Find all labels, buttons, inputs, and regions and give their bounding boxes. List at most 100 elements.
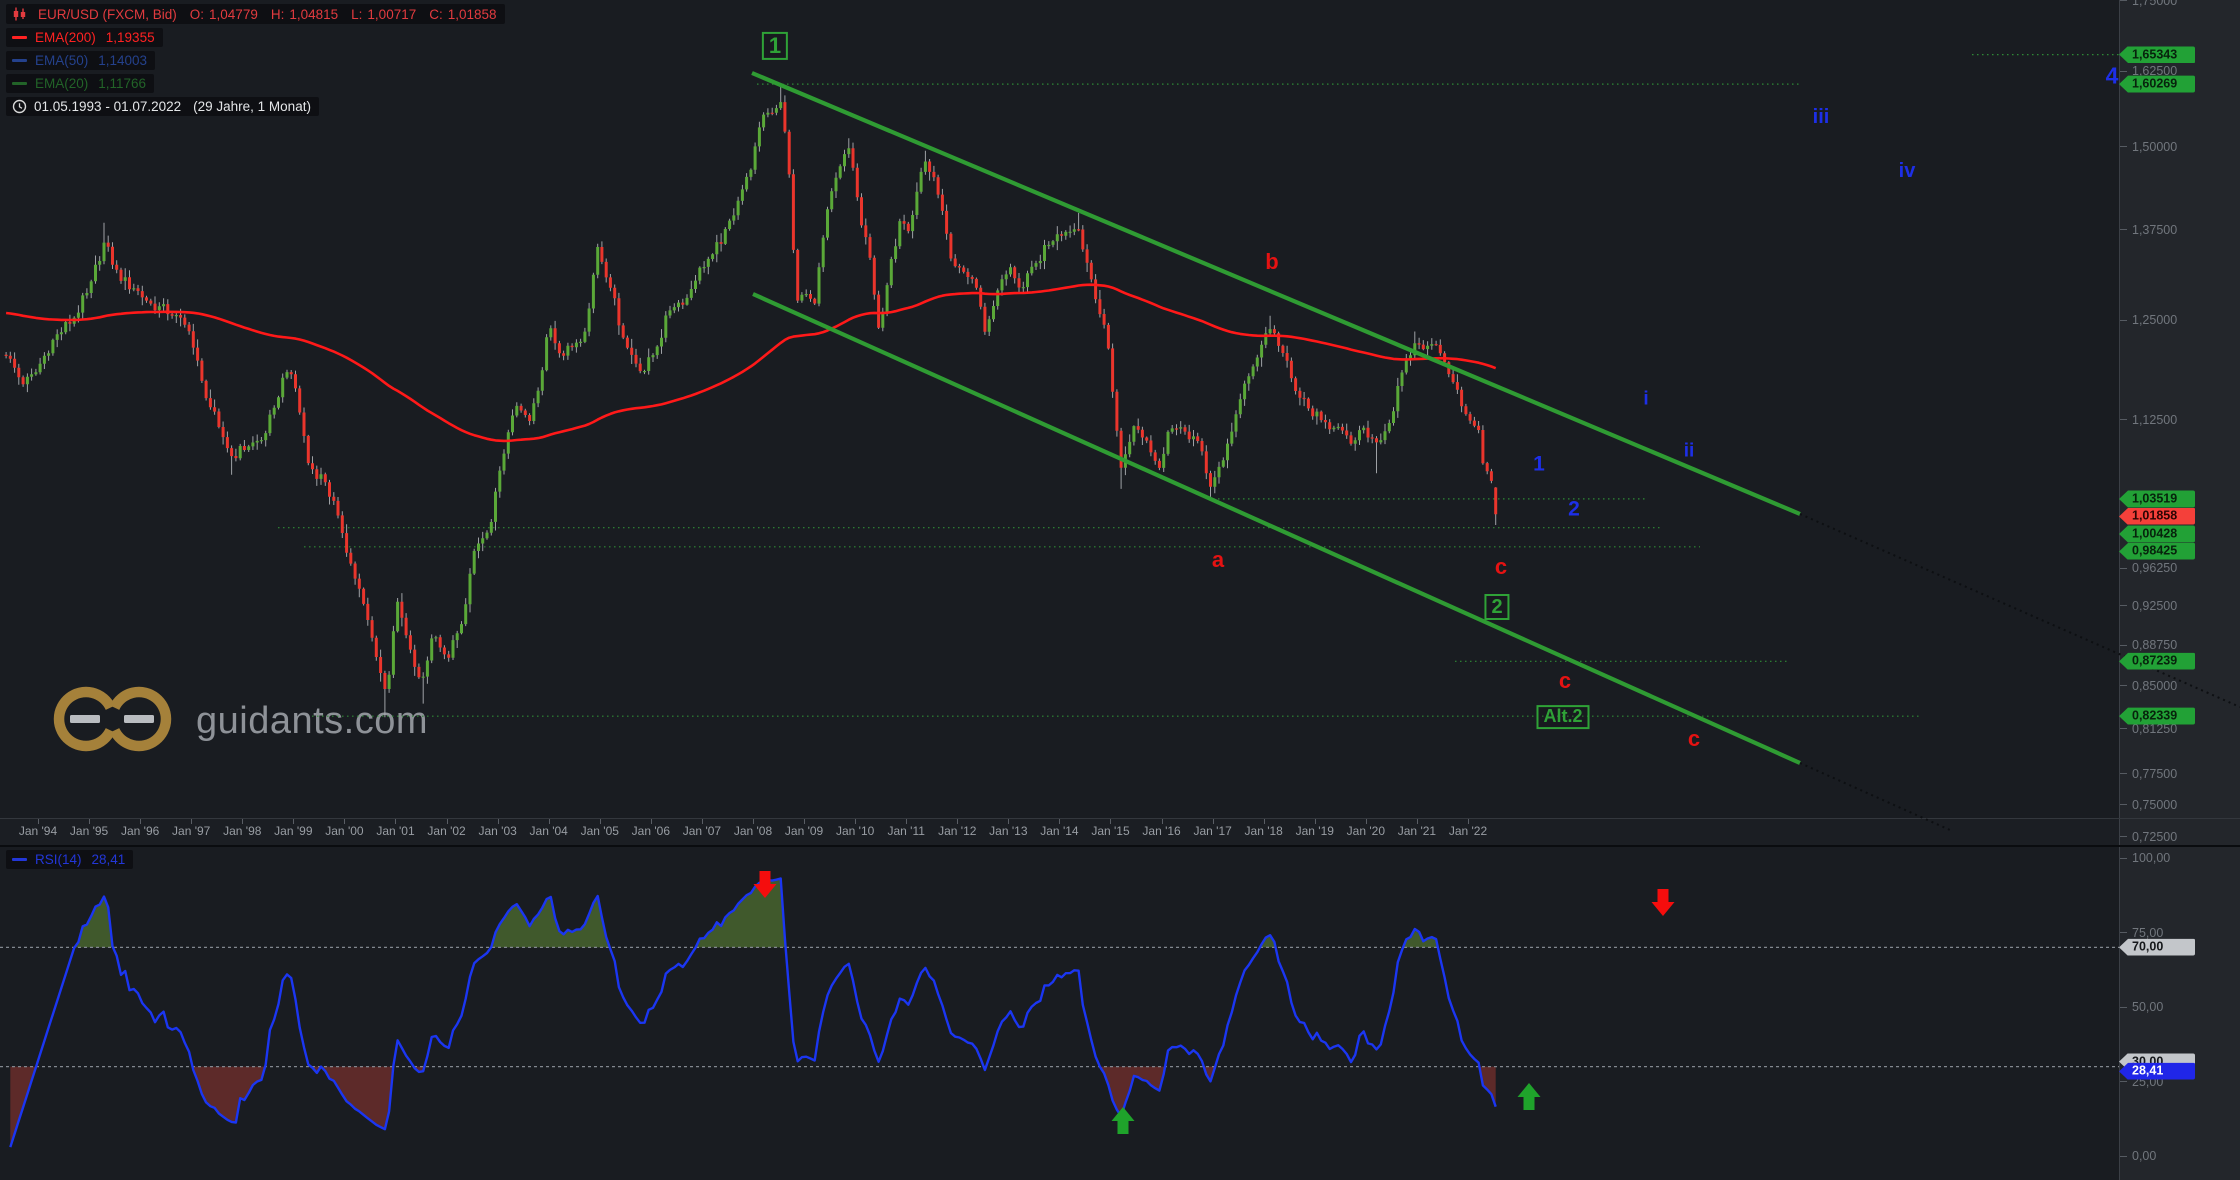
- guidants-watermark: guidants.com: [50, 682, 428, 761]
- indicator-value: 1,14003: [98, 53, 148, 68]
- price-badge-1,00428: 1,00428: [2119, 525, 2195, 543]
- rsi-tick-label: 75,00: [2132, 925, 2164, 940]
- support-resistance-lines: [278, 53, 2119, 717]
- date-tick-label: Jan '05: [580, 824, 619, 838]
- rsi-label: RSI(14): [35, 852, 82, 867]
- indicator-value: 1,19355: [105, 30, 155, 45]
- date-tick-label: Jan '97: [172, 824, 211, 838]
- guidants-logo-icon: [50, 682, 180, 761]
- date-tick-label: Jan '22: [1448, 824, 1488, 838]
- date-tick-mark: [1110, 819, 1112, 824]
- wave-label-4[interactable]: 4: [2105, 62, 2119, 89]
- price-badge-0,98425: 0,98425: [2119, 542, 2195, 560]
- price-tick-mark: [2120, 146, 2127, 148]
- symbol-title: EUR/USD (FXCM, Bid): [38, 6, 177, 22]
- rsi-legend-row[interactable]: RSI(14) 28,41: [6, 850, 134, 869]
- signal-arrow-up[interactable]: [1111, 1107, 1135, 1134]
- rsi-legend: RSI(14) 28,41: [6, 850, 134, 873]
- wave-label-c[interactable]: c: [1494, 553, 1508, 579]
- date-tick-mark: [957, 819, 959, 824]
- date-tick-mark: [191, 819, 193, 824]
- wave-label-2[interactable]: 2: [1484, 594, 1510, 620]
- price-tick-label: 1,12500: [2132, 412, 2178, 427]
- date-tick-label: Jan '08: [733, 824, 773, 838]
- date-duration: (29 Jahre, 1 Monat): [193, 99, 311, 114]
- price-tick-mark: [2120, 728, 2127, 730]
- price-tick-label: 1,50000: [2132, 139, 2178, 154]
- date-tick-mark: [548, 819, 550, 824]
- indicator-dash-icon: [12, 36, 27, 39]
- wave-label-iii[interactable]: iii: [1812, 106, 1830, 128]
- wave-label-1[interactable]: 1: [1533, 452, 1545, 476]
- price-tick-label: 1,25000: [2132, 313, 2178, 327]
- signal-arrow-down[interactable]: [753, 871, 777, 898]
- price-tick-mark: [2120, 419, 2127, 421]
- wave-label-c[interactable]: c: [1558, 667, 1572, 693]
- high-value: H: 1,04815: [270, 6, 339, 22]
- price-axis-labels: 1,75000 1,62500 1,50000 1,37500 1,25000 1,125…: [2119, 0, 2240, 1180]
- price-tick-label: 0,88750: [2132, 638, 2178, 653]
- date-tick-mark: [701, 819, 703, 824]
- trend-channel: [751, 71, 2240, 831]
- date-tick-label: Jan '12: [938, 824, 977, 838]
- price-tick-label: 1,62500: [2132, 64, 2178, 79]
- rsi-overbought-fill: [74, 878, 1438, 948]
- date-tick-label: Jan '98: [223, 824, 262, 838]
- candlestick-icon: [12, 6, 27, 22]
- price-badge-28,41: 28,41: [2119, 1062, 2195, 1080]
- date-tick-label: Jan '94: [18, 824, 58, 838]
- rsi-tick-label: 100,00: [2132, 851, 2171, 865]
- price-tick-mark: [2120, 70, 2127, 72]
- wave-label-i[interactable]: i: [1643, 388, 1649, 410]
- wave-label-2[interactable]: 2: [1568, 497, 1580, 521]
- indicator-dash-icon: [12, 59, 27, 62]
- date-tick-label: Jan '99: [274, 824, 313, 838]
- date-tick-label: Jan '20: [1346, 824, 1386, 838]
- indicator-value: 1,11766: [98, 76, 147, 91]
- date-tick-mark: [650, 819, 652, 824]
- date-tick-mark: [1416, 819, 1418, 824]
- price-tick-label: 0,77500: [2132, 766, 2178, 781]
- date-tick-mark: [344, 819, 346, 824]
- date-tick-label: Jan '06: [631, 824, 671, 838]
- date-axis-labels: Jan '94 Jan '95 Jan '96 Jan '97 Jan '98 Jan '…: [0, 818, 2119, 845]
- wave-label-1[interactable]: 1: [761, 31, 789, 61]
- chart-legend: EUR/USD (FXCM, Bid) O: 1,04779 H: 1,04815 …: [6, 4, 505, 120]
- date-tick-label: Jan '17: [1193, 824, 1232, 838]
- date-tick-label: Jan '13: [989, 824, 1028, 838]
- rsi-tick-mark: [2120, 1081, 2127, 1082]
- rsi-plot: [0, 877, 2119, 1148]
- date-tick-mark: [293, 819, 295, 824]
- legend-indicator-EMA(20)[interactable]: EMA(20) 1,11766: [6, 74, 155, 93]
- candle-wicks: [5, 83, 1497, 718]
- date-tick-mark: [140, 819, 142, 824]
- price-axis-strip[interactable]: [2119, 0, 2240, 1180]
- date-tick-mark: [1212, 819, 1214, 824]
- wave-label-Alt.2[interactable]: Alt.2: [1536, 705, 1590, 729]
- pane-separator[interactable]: [0, 845, 2240, 847]
- date-tick-label: Jan '21: [1397, 824, 1437, 838]
- signal-arrow-down[interactable]: [1651, 889, 1675, 916]
- wave-label-a[interactable]: a: [1211, 546, 1225, 572]
- rsi-line: [9, 877, 1497, 1148]
- signal-arrow-up[interactable]: [1517, 1083, 1541, 1110]
- price-badge-1,60269: 1,60269: [2119, 75, 2195, 93]
- wave-label-b[interactable]: b: [1265, 248, 1279, 274]
- price-pane[interactable]: [0, 0, 2119, 818]
- legend-indicator-EMA(200)[interactable]: EMA(200) 1,19355: [6, 28, 163, 47]
- legend-indicator-EMA(50)[interactable]: EMA(50) 1,14003: [6, 51, 156, 70]
- ema200-line: [5, 283, 1497, 443]
- indicator-label: EMA(200): [35, 30, 96, 45]
- date-tick-mark: [1161, 819, 1163, 824]
- legend-symbol-row[interactable]: EUR/USD (FXCM, Bid) O: 1,04779 H: 1,04815 …: [6, 4, 505, 24]
- date-tick-label: Jan '19: [1295, 824, 1334, 838]
- rsi-tick-label: 0,00: [2132, 1149, 2157, 1163]
- rsi-pane[interactable]: [0, 847, 2119, 1180]
- wave-label-iv[interactable]: iv: [1898, 160, 1916, 182]
- open-value: O: 1,04779: [189, 6, 258, 22]
- wave-label-ii[interactable]: ii: [1683, 440, 1695, 462]
- wave-label-c[interactable]: c: [1687, 725, 1701, 751]
- date-tick-mark: [855, 819, 857, 824]
- date-tick-mark: [1263, 819, 1265, 824]
